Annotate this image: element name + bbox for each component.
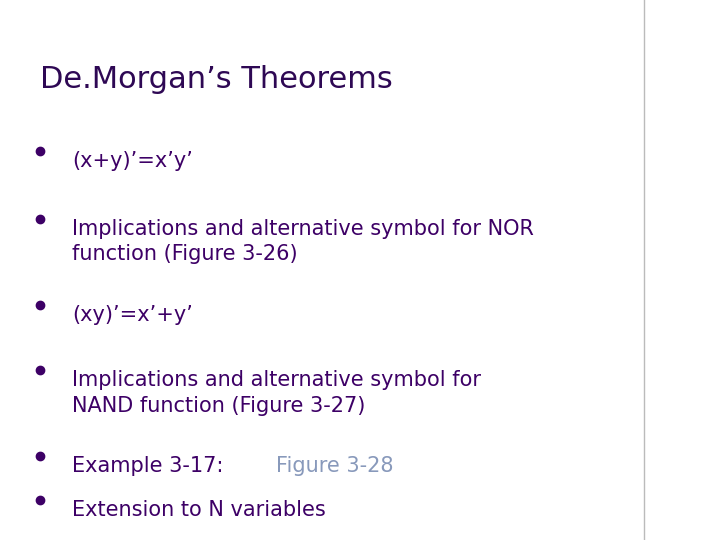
Text: Example 3-17:: Example 3-17:: [72, 456, 230, 476]
Text: (x+y)’=x’y’: (x+y)’=x’y’: [72, 151, 193, 171]
Text: Implications and alternative symbol for NOR
function (Figure 3-26): Implications and alternative symbol for …: [72, 219, 534, 264]
Text: Extension to N variables: Extension to N variables: [72, 500, 325, 519]
Text: Implications and alternative symbol for
NAND function (Figure 3-27): Implications and alternative symbol for …: [72, 370, 481, 415]
Text: Figure 3-28: Figure 3-28: [276, 456, 393, 476]
Text: De.Morgan’s Theorems: De.Morgan’s Theorems: [40, 65, 392, 94]
Text: (xy)’=x’+y’: (xy)’=x’+y’: [72, 305, 193, 325]
